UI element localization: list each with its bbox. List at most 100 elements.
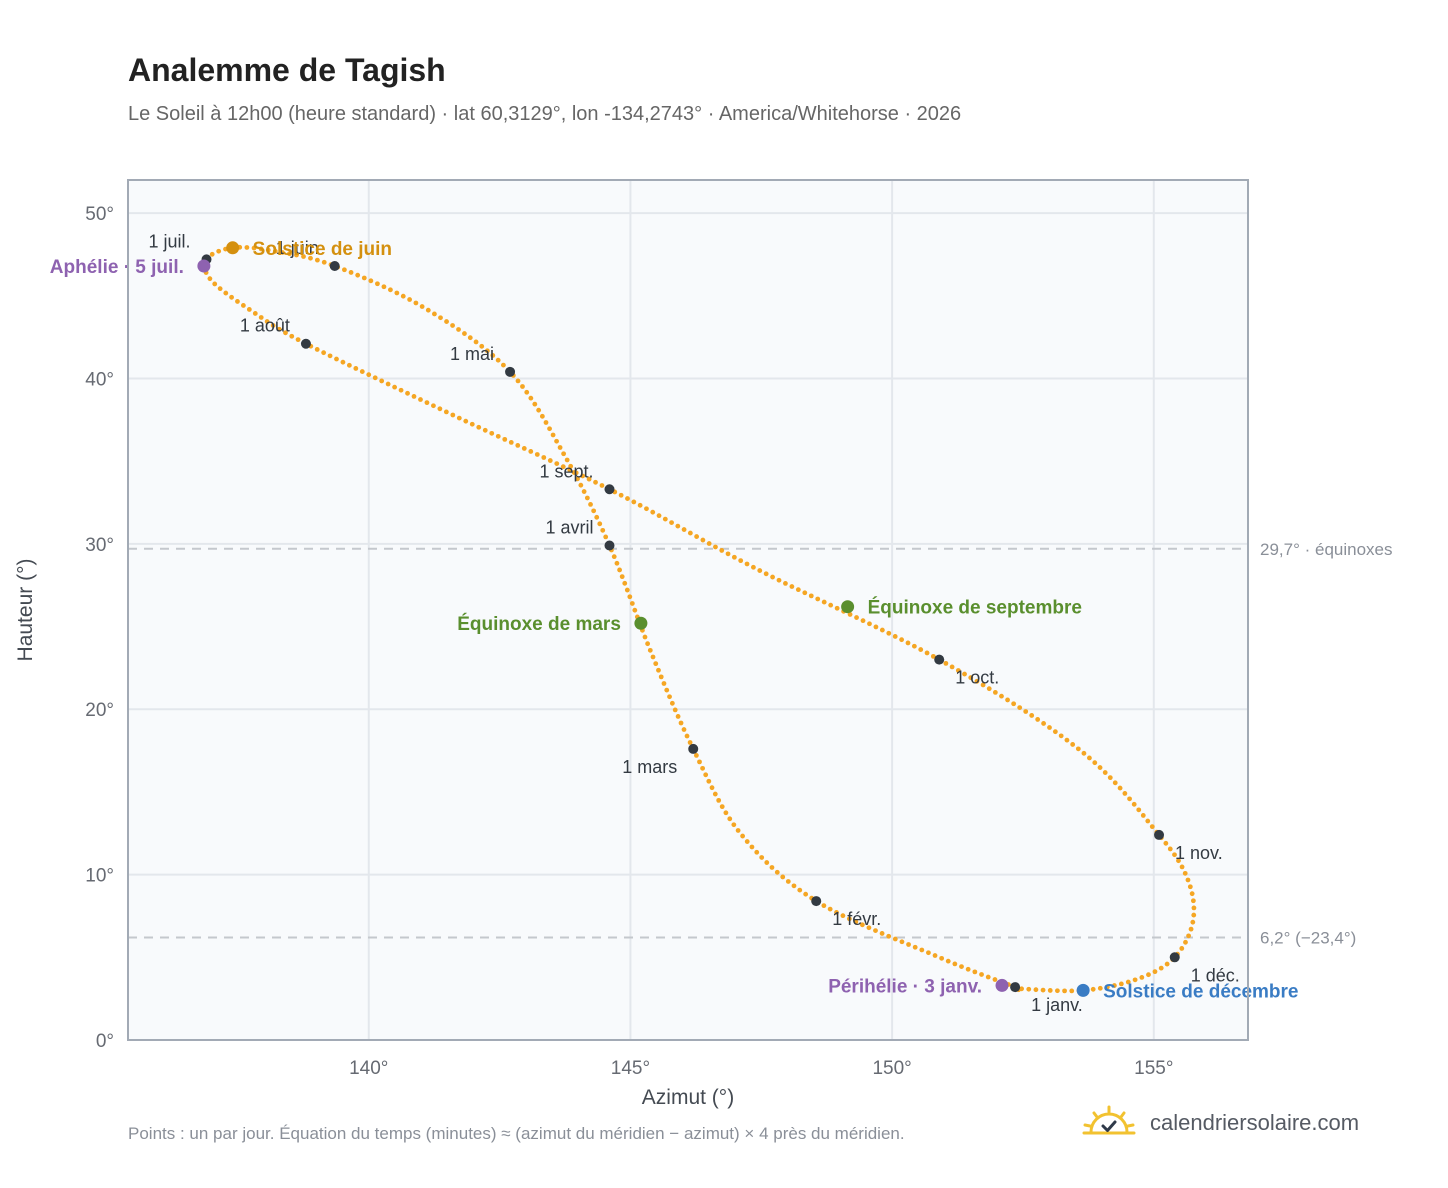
analemma-day-dot — [1047, 725, 1052, 730]
analemma-day-dot — [515, 443, 521, 448]
analemma-day-dot — [658, 674, 664, 680]
analemma-day-dot — [749, 844, 755, 850]
month-marker-dot — [505, 366, 516, 377]
analemma-day-dot — [763, 571, 769, 577]
y-axis-ticks: 0° 10° 20° 30° 40° 50° — [85, 204, 114, 1052]
analemma-day-dot — [346, 362, 352, 368]
analemma-day-dot — [327, 353, 333, 359]
analemma-day-dot — [366, 372, 372, 378]
analemma-day-dot — [1186, 933, 1191, 939]
analemma-day-dot — [980, 682, 986, 688]
x-tick-label: 150° — [872, 1058, 911, 1079]
analemma-day-dot — [1040, 987, 1046, 993]
analemma-day-dot — [456, 327, 461, 332]
month-marker-dot — [1154, 829, 1165, 840]
analemma-day-dot — [424, 400, 430, 406]
analemma-day-dot — [599, 483, 605, 488]
analemma-day-dot — [489, 430, 495, 436]
analemma-day-dot — [212, 281, 218, 287]
event-marker-dot — [995, 978, 1009, 992]
analemma-day-dot — [725, 551, 731, 557]
plot-frame — [127, 179, 1249, 1041]
analemma-day-dot — [1131, 801, 1137, 807]
analemma-day-dot — [1164, 961, 1170, 967]
analemma-day-dot — [750, 564, 756, 570]
analemma-day-dot — [1139, 975, 1145, 980]
analemma-day-dot — [1190, 898, 1196, 904]
month-marker-dot — [688, 743, 699, 754]
analemma-day-dot — [398, 387, 404, 393]
analemma-day-dot — [694, 534, 700, 539]
analemma-day-dot — [859, 922, 865, 928]
event-marker-dot — [841, 600, 855, 614]
y-tick-label: 0° — [96, 1031, 114, 1052]
analemma-day-dot — [438, 315, 443, 321]
analemma-day-dot — [622, 580, 628, 586]
analemma-day-dot — [828, 602, 834, 608]
event-label: Équinoxe de mars — [457, 613, 621, 635]
analemma-day-dot — [246, 307, 252, 312]
event-markers: Solstice de juin Solstice de décembre Équi… — [50, 239, 1299, 1003]
month-marker-label: 1 oct. — [955, 668, 999, 688]
analemma-day-dot — [279, 250, 285, 255]
analemma-day-dot — [713, 544, 718, 550]
analemma-day-dot — [629, 601, 635, 606]
analemma-day-dot — [411, 394, 417, 399]
analemma-day-dot — [1064, 737, 1070, 743]
brand-logo[interactable]: calendriersolaire.com — [1082, 1103, 1359, 1143]
analemma-day-dot — [394, 290, 400, 296]
analemma-day-dot — [744, 561, 750, 567]
analemma-day-dot — [1041, 721, 1046, 726]
analemma-day-dot — [776, 577, 782, 583]
analemma-day-dot — [1011, 701, 1017, 707]
analemma-day-dot — [986, 686, 992, 692]
analemma-day-dot — [1136, 807, 1142, 813]
analemma-day-dot — [1189, 891, 1195, 897]
analemma-day-dot — [740, 833, 746, 839]
analemma-day-dot — [675, 714, 681, 719]
analemma-day-dot — [664, 687, 670, 693]
analemma-day-dot — [619, 574, 625, 580]
analemma-day-dot — [216, 248, 222, 254]
analemma-day-dot — [866, 925, 872, 931]
analemma-day-dot — [999, 693, 1004, 699]
analemma-day-dot — [611, 554, 617, 560]
analemma-day-dot — [524, 389, 530, 395]
analemma-day-dot — [965, 966, 971, 972]
event-label: Équinoxe de septembre — [868, 597, 1082, 619]
brand-name: calendriersolaire.com — [1150, 1110, 1360, 1135]
analemma-day-dot — [759, 855, 765, 860]
analemma-day-dot — [223, 290, 229, 296]
analemma-day-dot — [992, 689, 998, 695]
analemma-day-dot — [388, 287, 393, 293]
analemma-day-dot — [1070, 742, 1076, 747]
analemma-day-dot — [294, 252, 299, 258]
analemma-day-dot — [757, 568, 763, 573]
analemma-day-dot — [1081, 750, 1087, 756]
month-marker-dot — [1169, 952, 1180, 963]
analemma-day-dot — [808, 593, 814, 599]
analemma-day-dot — [244, 245, 250, 250]
analemma-day-dot — [287, 251, 292, 257]
month-marker-label: 1 août — [240, 316, 290, 336]
analemma-day-dot — [650, 509, 656, 515]
analemma-day-dot — [1035, 717, 1041, 722]
analemma-day-dot — [229, 294, 234, 300]
analemma-day-dot — [252, 311, 258, 316]
analemma-day-dot — [381, 284, 387, 290]
analemma-day-dot — [706, 541, 712, 546]
analemma-day-dot — [1033, 987, 1039, 993]
month-marker-dot — [604, 540, 615, 551]
analemma-day-dot — [550, 432, 556, 438]
analemma-day-dot — [431, 403, 436, 409]
analemma-day-dot — [1097, 985, 1103, 991]
analemma-day-dot — [985, 974, 991, 980]
analemma-day-dot — [687, 530, 693, 536]
analemma-day-dot — [501, 362, 506, 368]
analemma-day-dot — [1179, 864, 1185, 870]
analemma-day-dot — [361, 275, 367, 281]
analemma-day-dot — [1069, 988, 1075, 994]
analemma-day-dot — [803, 891, 809, 897]
analemma-day-dot — [235, 299, 240, 304]
analemma-day-dot — [1090, 986, 1096, 992]
